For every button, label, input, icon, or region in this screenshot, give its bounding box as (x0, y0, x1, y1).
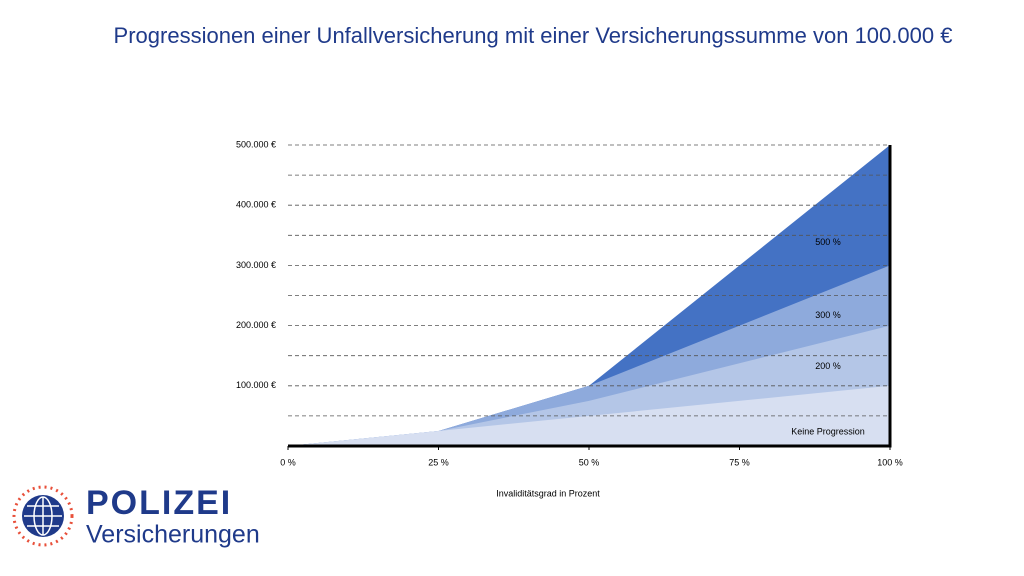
y-tick-label: 200.000 € (236, 320, 276, 330)
logo-ring (12, 485, 74, 547)
x-tick-label: 75 % (729, 457, 750, 467)
logo: POLIZEI Versicherungen (12, 484, 260, 549)
x-tick-label: 25 % (428, 457, 449, 467)
area-label: 300 % (815, 310, 841, 320)
y-tick-label: 300.000 € (236, 260, 276, 270)
chart-title: Progressionen einer Unfallversicherung m… (114, 23, 953, 48)
area-label: 500 % (815, 237, 841, 247)
x-tick-label: 50 % (579, 457, 600, 467)
y-tick-label: 500.000 € (236, 139, 276, 149)
x-tick-label: 100 % (877, 457, 903, 467)
area-label: Keine Progression (791, 426, 865, 436)
area-label: 200 % (815, 361, 841, 371)
x-tick-label: 0 % (280, 457, 296, 467)
y-tick-label: 400.000 € (236, 200, 276, 210)
logo-brand: POLIZEI (86, 484, 232, 522)
y-tick-label: 100.000 € (236, 380, 276, 390)
plot: Keine Progression 200 % 300 % 500 % 100.000 … (236, 139, 903, 467)
logo-subtitle: Versicherungen (86, 521, 260, 549)
x-axis-label: Invaliditätsgrad in Prozent (496, 488, 600, 498)
logo-grid (24, 496, 62, 536)
